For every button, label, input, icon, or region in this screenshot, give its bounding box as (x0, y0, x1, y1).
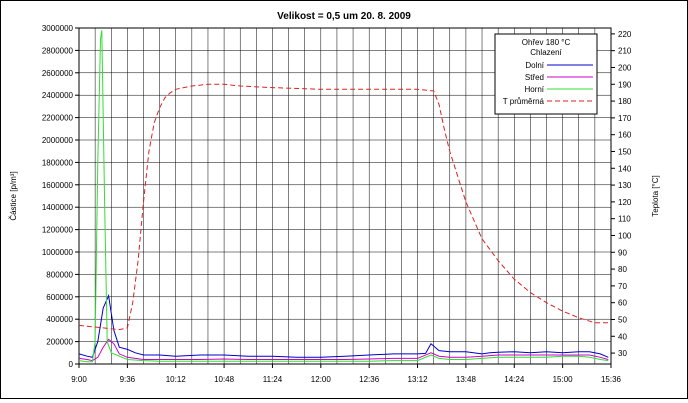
y-tick-label: 0 (69, 360, 74, 369)
legend-label: Dolní (525, 61, 544, 70)
series-line-stred (79, 338, 609, 362)
x-tick-label: 11:24 (263, 375, 283, 384)
y-tick-label: 2000000 (42, 136, 74, 145)
y2-axis-label: Teplota [°C] (651, 175, 660, 216)
y2-tick-label: 170 (618, 114, 632, 123)
y-tick-label: 800000 (46, 270, 73, 279)
x-axis-ticks: 9:00 9:36 10:12 10:48 11:24 12:00 12:36 13:12 13… (71, 364, 622, 384)
series-line-horni (79, 30, 609, 363)
y-tick-label: 1200000 (42, 226, 74, 235)
x-tick-label: 15:00 (553, 375, 574, 384)
y-tick-label: 2200000 (42, 114, 74, 123)
legend: Ohřev 180 °C Chlazení Dolní Střed Horní T p… (494, 33, 598, 115)
x-tick-label: 9:36 (120, 375, 136, 384)
y2-tick-label: 50 (618, 315, 627, 324)
chart-title: Velikost = 0,5 um 20. 8. 2009 (277, 11, 411, 22)
y2-tick-label: 180 (618, 97, 632, 106)
series-line-t-prumerna (79, 83, 609, 331)
legend-label: T průměrná (503, 97, 545, 106)
y2-tick-label: 160 (618, 131, 632, 140)
y2-tick-label: 150 (618, 147, 632, 156)
y-tick-label: 1400000 (42, 203, 74, 212)
legend-label: Střed (525, 73, 544, 82)
y2-tick-label: 220 (618, 30, 632, 39)
y-tick-label: 1000000 (42, 248, 74, 257)
x-tick-label: 12:36 (359, 375, 380, 384)
y-axis-ticks: 0 200000 400000 600000 800000 1000000 1200000 1… (42, 24, 79, 369)
x-tick-label: 13:48 (456, 375, 477, 384)
y-axis-label: Částice [p/m³] (9, 171, 18, 220)
y2-tick-label: 110 (618, 215, 631, 224)
legend-entries: Dolní Střed Horní T průměrná (503, 61, 593, 106)
plot-area-border (78, 27, 612, 365)
y2-tick-label: 70 (618, 282, 627, 291)
y2-tick-label: 120 (618, 198, 632, 207)
y2-tick-label: 30 (618, 349, 627, 358)
x-tick-label: 12:00 (311, 375, 332, 384)
y2-axis-ticks: 30 40 50 60 70 80 90 100 110 120 130 140 150 160 170 18… (611, 30, 632, 358)
y2-tick-label: 40 (618, 332, 627, 341)
series-lines (79, 30, 609, 363)
x-tick-label: 9:00 (71, 375, 87, 384)
y-tick-label: 1600000 (42, 181, 74, 190)
y-tick-label: 3000000 (42, 24, 74, 33)
y-tick-label: 400000 (46, 315, 73, 324)
y2-tick-label: 210 (618, 47, 632, 56)
x-tick-label: 13:12 (408, 375, 429, 384)
y-tick-label: 200000 (46, 338, 73, 347)
y2-tick-label: 60 (618, 299, 627, 308)
y-tick-label: 1800000 (42, 158, 74, 167)
y2-tick-label: 100 (618, 231, 632, 240)
series-line-dolni (79, 293, 609, 358)
y2-tick-label: 190 (618, 80, 632, 89)
y2-tick-label: 90 (618, 248, 627, 257)
legend-heading-2: Chlazení (530, 48, 562, 57)
y2-tick-label: 80 (618, 265, 627, 274)
y2-tick-label: 130 (618, 181, 632, 190)
legend-label: Horní (524, 85, 544, 94)
y-tick-label: 2400000 (42, 91, 74, 100)
y-tick-label: 2800000 (42, 46, 74, 55)
y-tick-label: 2600000 (42, 69, 74, 78)
x-tick-label: 10:12 (166, 375, 187, 384)
x-tick-label: 14:24 (504, 375, 525, 384)
legend-heading-1: Ohřev 180 °C (522, 38, 571, 47)
y2-tick-label: 200 (618, 63, 632, 72)
x-tick-label: 10:48 (214, 375, 235, 384)
y-tick-label: 600000 (46, 293, 73, 302)
x-tick-label: 15:36 (601, 375, 622, 384)
y2-tick-label: 140 (618, 164, 632, 173)
